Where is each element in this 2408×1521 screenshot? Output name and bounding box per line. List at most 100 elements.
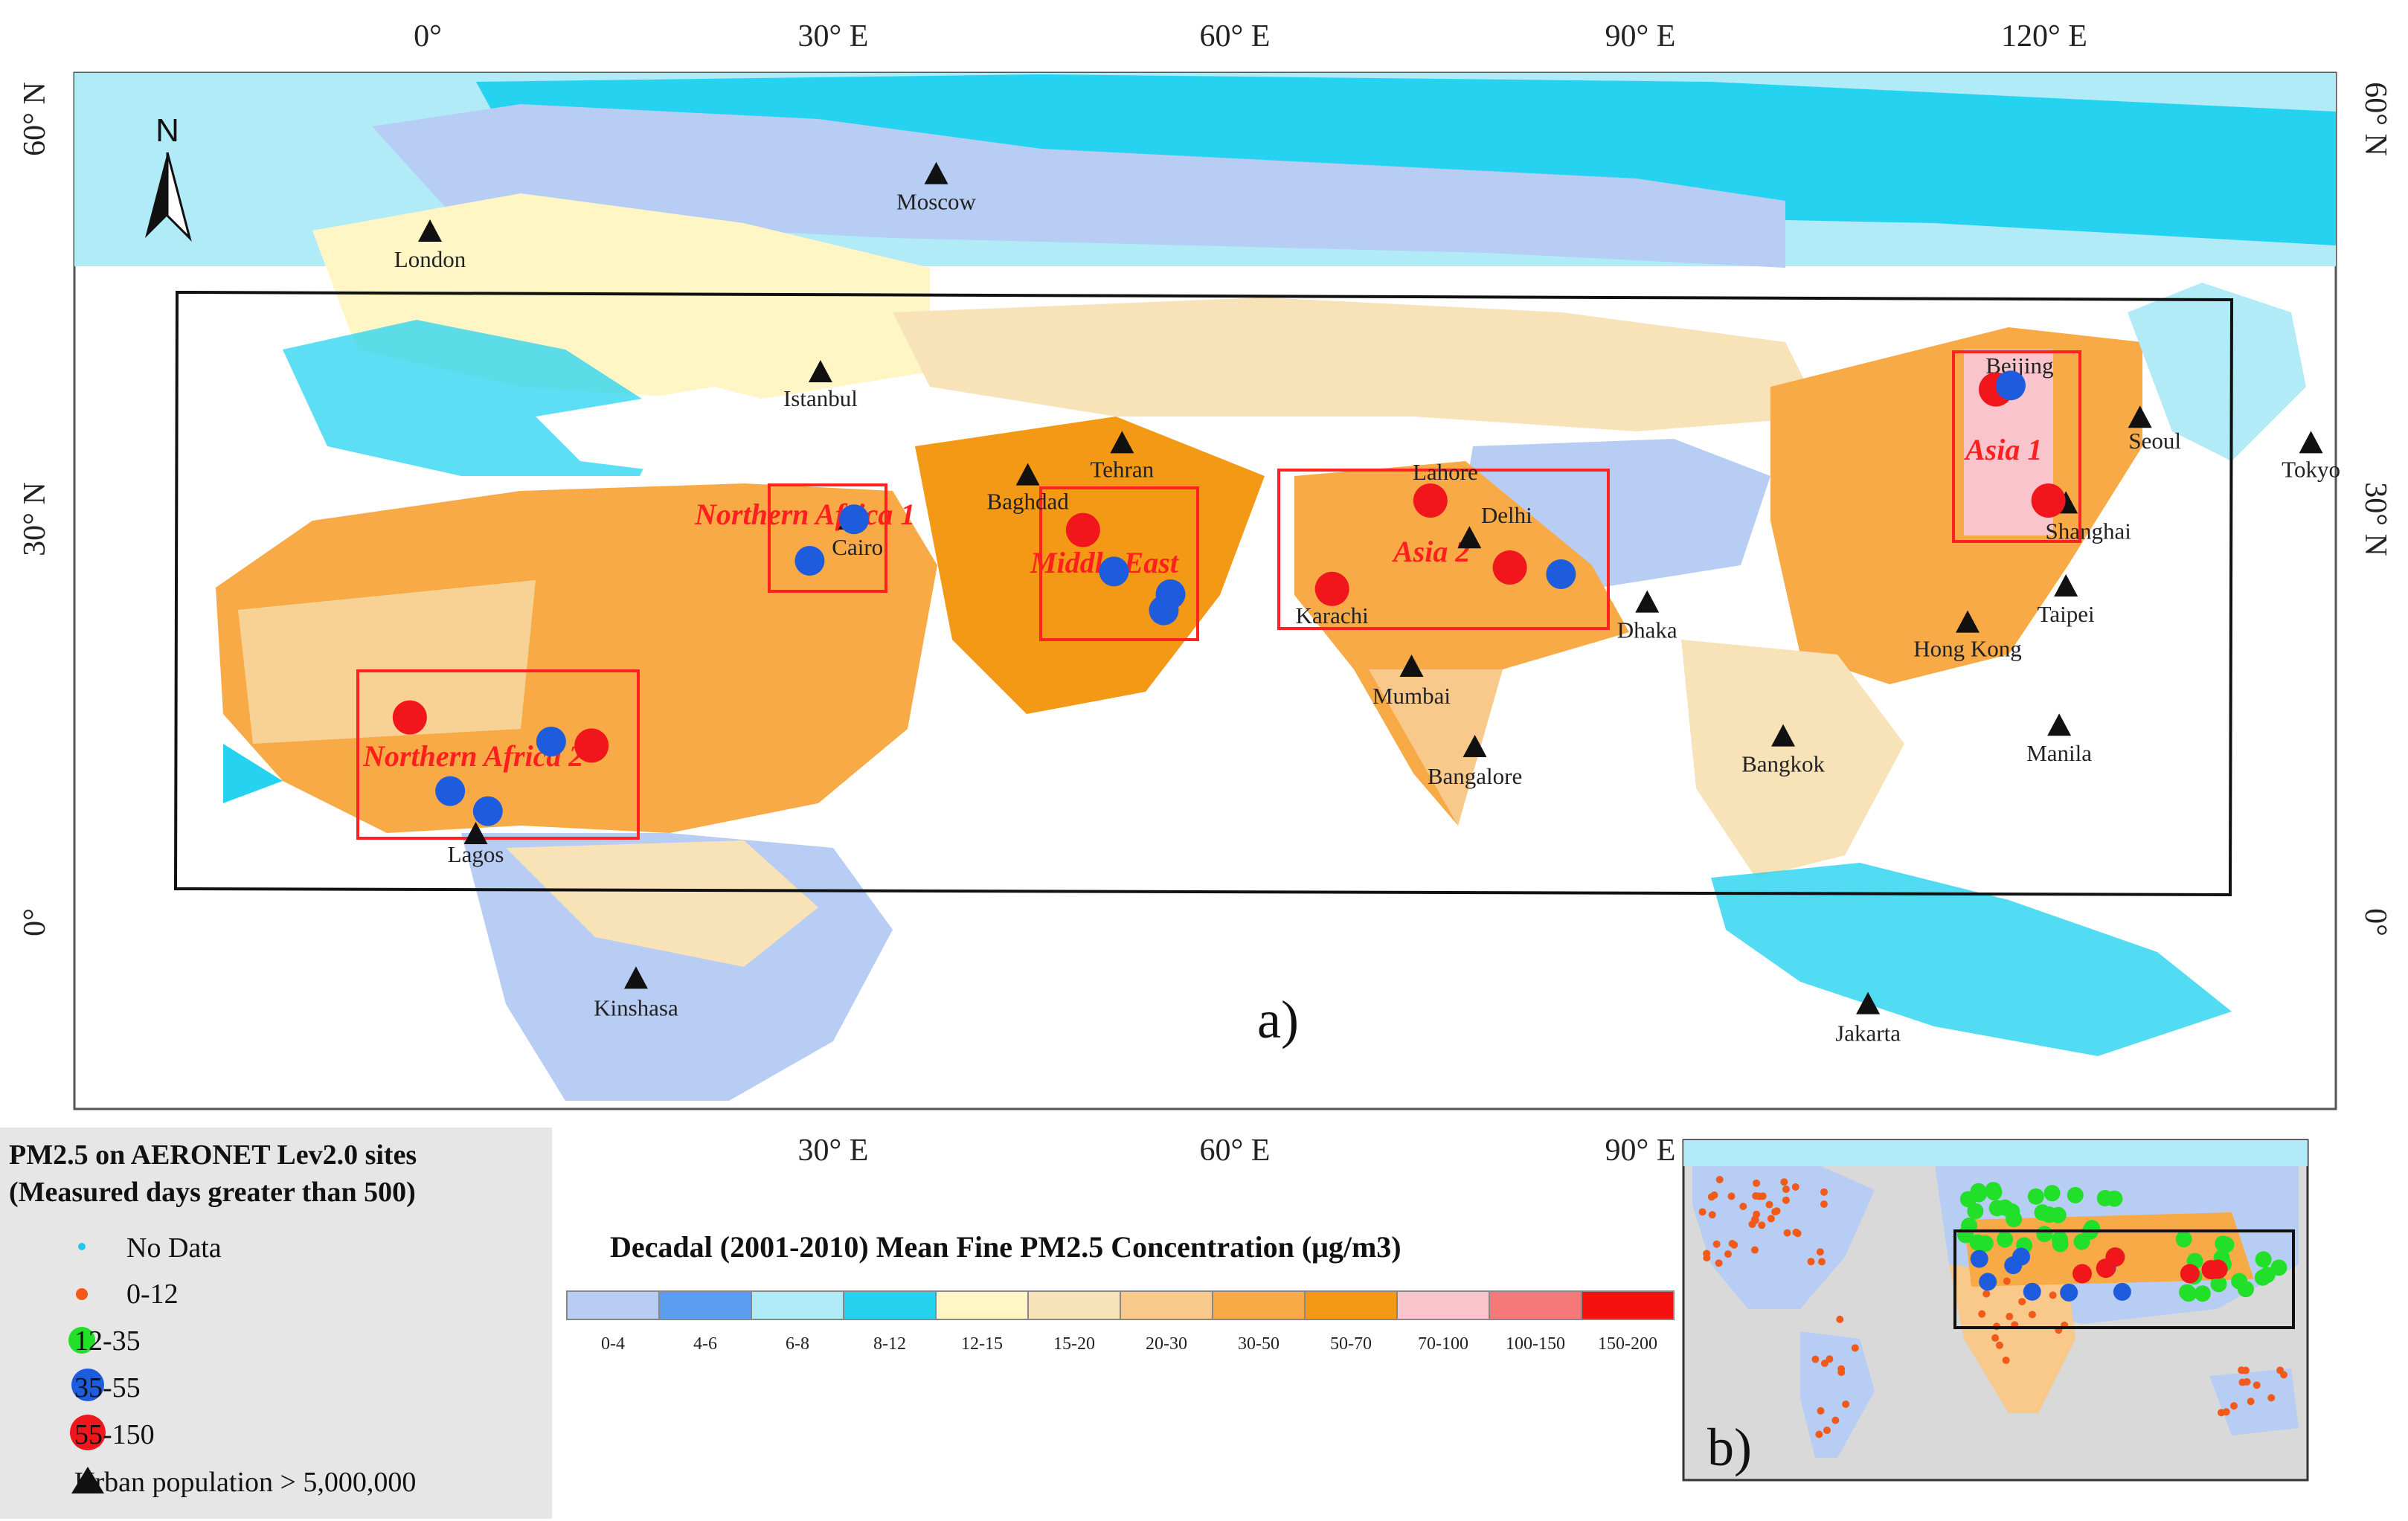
aeronet-site-55-150 [392, 700, 427, 735]
inset-site-dot [1997, 1231, 2014, 1248]
inset-site-dot [2210, 1276, 2227, 1293]
inset-site-dot [2180, 1285, 2197, 1302]
inset-site-dot [2255, 1251, 2272, 1268]
inset-site-dot [1780, 1178, 1788, 1186]
region-box-middle-east [1039, 486, 1199, 641]
aeronet-site-55-150 [2031, 483, 2066, 518]
inset-site-dot [1755, 1192, 1763, 1200]
top-tick-30e: 30° E [798, 19, 869, 54]
inset-site-dot [1977, 1235, 1994, 1252]
inset-site-dot [2096, 1189, 2113, 1206]
inset-site-dot [1985, 1182, 2002, 1199]
north-arrow: N [145, 112, 192, 242]
urban-triangle-icon [418, 219, 442, 242]
inset-site-dot [1851, 1344, 1859, 1352]
colorbar-label-100-150: 100-150 [1506, 1334, 1565, 1354]
urban-triangle-icon [623, 966, 648, 989]
aeronet-site-55-150 [1413, 483, 1448, 518]
inset-site-dot [1823, 1427, 1831, 1435]
inset-site-dot [1979, 1273, 1997, 1291]
inset-site-dot [2084, 1220, 2101, 1237]
inset-site-dot [1758, 1221, 1766, 1229]
inset-site-dot [2254, 1269, 2271, 1286]
inset-site-dot [1712, 1240, 1721, 1248]
region-label-asia-2: Asia 2 [1391, 535, 1470, 568]
legend-urban-triangle-icon [71, 1467, 104, 1493]
terrain-mediterranean [536, 387, 833, 476]
urban-triangle-icon [1399, 655, 1424, 677]
urban-triangle-icon [808, 360, 832, 382]
terrain-indonesia [1711, 863, 2232, 1056]
inset-site-dot [1991, 1334, 2000, 1342]
aeronet-site-35-55 [435, 776, 466, 806]
aeronet-site-markers [392, 370, 2066, 826]
city-label-taipei: Taipei [2038, 601, 2095, 627]
colorbar-swatches: 0-4 4-6 6-8 8-12 12-15 15-20 20-30 30-50 50-70 70… [566, 1290, 1675, 1354]
terrain-se-asia [1681, 640, 1904, 878]
aeronet-site-35-55 [472, 796, 503, 826]
map-a: Northern Africa 1 Northern Africa 2 Midd… [18, 19, 2392, 1168]
legend-55-150-label: 55-150 [74, 1419, 155, 1450]
region-label-asia-1: Asia 1 [1963, 433, 2042, 466]
inset-site-dot [2267, 1394, 2276, 1402]
inset-site-dot [1767, 1215, 1775, 1223]
inset-site-dot [1728, 1239, 1736, 1247]
city-label-kinshasa: Kinshasa [594, 994, 678, 1020]
inset-site-dot [2049, 1291, 2057, 1299]
inset-site-dot [1967, 1203, 1984, 1220]
colorbar-swatch-12-15 [935, 1290, 1029, 1320]
inset-site-dot [1708, 1211, 1716, 1219]
legend-12-35-label: 12-35 [74, 1325, 141, 1357]
urban-triangle-icon [463, 822, 488, 844]
city-label-mumbai: Mumbai [1372, 683, 1451, 709]
colorbar-label-6-8: 6-8 [786, 1334, 809, 1354]
north-label: N [155, 112, 179, 149]
aeronet-site-35-55 [536, 727, 566, 756]
inset-site-dot [2002, 1356, 2010, 1364]
colorbar-swatch-20-30 [1120, 1290, 1213, 1320]
colorbar-swatch-50-70 [1304, 1290, 1398, 1320]
right-tick-30n: 30° N [2358, 482, 2392, 556]
inset-site-dot [2194, 1285, 2211, 1302]
colorbar-title: Decadal (2001-2010) Mean Fine PM2.5 Conc… [610, 1230, 1402, 1264]
inset-arctic [1683, 1140, 2308, 1166]
inset-site-dot [1826, 1355, 1834, 1363]
colorbar-swatch-8-12 [843, 1290, 937, 1320]
inset-site-dot [2231, 1273, 2248, 1290]
city-label-london: London [394, 246, 466, 272]
inset-site-dot [1978, 1310, 1986, 1318]
inset-site-dot [2105, 1247, 2125, 1267]
colorbar-swatch-30-50 [1212, 1290, 1306, 1320]
inset-site-dot [1792, 1228, 1800, 1236]
inset-site-dot [2222, 1408, 2230, 1416]
urban-triangle-icon [1635, 590, 1660, 613]
left-tick-60n: 60° N [18, 82, 52, 156]
inset-site-dot [2049, 1206, 2067, 1223]
colorbar-label-50-70: 50-70 [1330, 1334, 1372, 1354]
colorbar-swatch-0-4 [566, 1290, 660, 1320]
city-label-lagos: Lagos [448, 841, 504, 867]
city-label-karachi: Karachi [1296, 602, 1369, 628]
inset-site-dot [1765, 1200, 1773, 1209]
top-tick-120e: 120° E [2001, 19, 2087, 54]
map-b: b) [1682, 1139, 2309, 1482]
inset-site-dot [2073, 1233, 2090, 1250]
inset-site-dot [1820, 1359, 1829, 1367]
inset-site-dot [1970, 1250, 1988, 1268]
terrain-sahara-stripes [238, 580, 536, 744]
inset-site-dot [1837, 1369, 1846, 1377]
inset-south-america [1800, 1331, 1875, 1458]
urban-triangle-icon [924, 161, 948, 184]
inset-site-dot [2052, 1235, 2069, 1253]
north-arrow-icon [145, 152, 167, 238]
colorbar-label-12-15: 12-15 [961, 1334, 1003, 1354]
city-label-seoul: Seoul [2128, 428, 2181, 454]
study-domain-box [173, 290, 2234, 897]
urban-triangle-icon [2054, 574, 2078, 596]
urban-triangle-icon [1771, 724, 1796, 747]
colorbar-swatch-70-100 [1396, 1290, 1490, 1320]
panel-label-a: a) [1257, 990, 1299, 1049]
inset-site-dot [1970, 1186, 1987, 1203]
urban-triangle-icon [1856, 991, 1881, 1014]
